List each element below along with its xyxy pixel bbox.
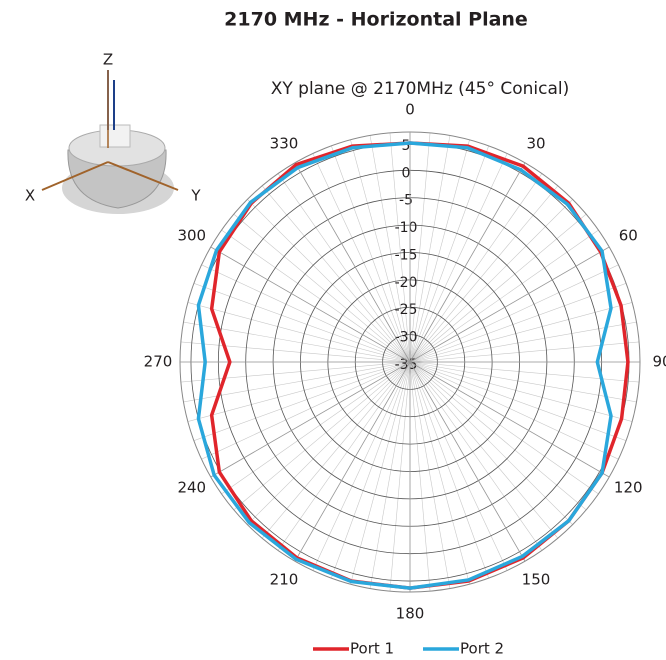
minor-spoke xyxy=(410,362,470,584)
theta-tick-label: 120 xyxy=(614,479,643,497)
chart-title: 2170 MHz - Horizontal Plane xyxy=(224,9,528,31)
theta-tick-label: 240 xyxy=(177,479,206,497)
minor-spoke xyxy=(410,362,626,441)
r-tick-label: 0 xyxy=(402,165,411,181)
minor-spoke xyxy=(410,362,507,570)
r-tick-label: -15 xyxy=(395,247,418,263)
theta-grid-line xyxy=(410,362,525,561)
theta-tick-label: 90 xyxy=(652,353,666,371)
minor-spoke xyxy=(202,265,410,362)
minor-spoke xyxy=(181,362,410,382)
minor-spoke xyxy=(410,362,639,382)
theta-tick-label: 30 xyxy=(526,134,545,152)
antenna-icon xyxy=(42,70,178,214)
minor-spoke xyxy=(390,362,410,591)
minor-spoke xyxy=(410,146,489,362)
theta-grid-line xyxy=(295,163,410,362)
axis-label: Z xyxy=(103,51,113,69)
theta-tick-label: 150 xyxy=(522,571,551,589)
minor-spoke xyxy=(410,283,626,362)
minor-spoke xyxy=(331,362,410,578)
r-tick-label: -25 xyxy=(395,302,418,318)
theta-tick-label: 180 xyxy=(396,605,425,623)
theta-tick-label: 60 xyxy=(619,227,638,245)
minor-spoke xyxy=(410,362,489,578)
theta-grid-line xyxy=(410,163,525,362)
r-tick-label: -5 xyxy=(399,193,413,209)
r-tick-label: 5 xyxy=(402,138,411,154)
minor-spoke xyxy=(313,362,410,570)
legend-label: Port 1 xyxy=(350,640,394,658)
axis-label: X xyxy=(25,187,35,205)
theta-tick-label: 0 xyxy=(405,101,415,119)
minor-spoke xyxy=(410,342,639,362)
r-tick-label: -20 xyxy=(395,275,418,291)
theta-grid-line xyxy=(211,362,410,477)
theta-grid-line xyxy=(410,362,609,477)
theta-tick-label: 210 xyxy=(270,571,299,589)
minor-spoke xyxy=(350,362,410,584)
chart: 2170 MHz - Horizontal Plane XY plane @ 2… xyxy=(0,0,666,660)
theta-grid-line xyxy=(410,247,609,362)
minor-spoke xyxy=(410,140,470,362)
theta-tick-label: 330 xyxy=(270,134,299,152)
minor-spoke xyxy=(410,362,618,459)
theta-tick-label: 300 xyxy=(177,227,206,245)
theta-grid-line xyxy=(295,362,410,561)
minor-spoke xyxy=(202,362,410,459)
theta-grid-line xyxy=(211,247,410,362)
legend-label: Port 2 xyxy=(460,640,504,658)
chart-subtitle: XY plane @ 2170MHz (45° Conical) xyxy=(271,79,570,99)
minor-spoke xyxy=(410,265,618,362)
minor-spoke xyxy=(410,362,430,591)
theta-tick-label: 270 xyxy=(144,353,173,371)
r-tick-label: -10 xyxy=(395,220,418,236)
minor-spoke xyxy=(181,342,410,362)
r-tick-label: -30 xyxy=(395,330,418,346)
minor-spoke xyxy=(410,154,507,362)
axis-label: Y xyxy=(190,187,201,205)
